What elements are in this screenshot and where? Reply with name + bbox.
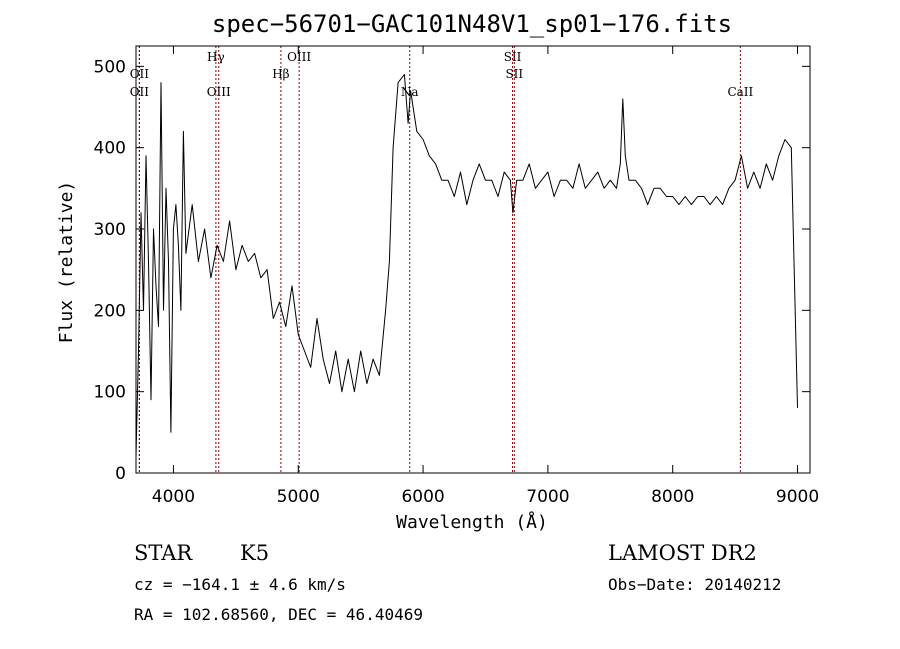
- x-tick-label-2: 6000: [401, 487, 444, 507]
- axes: 4000 5000 6000 7000 8000 9000 0 100 200 300 400 500: [94, 46, 819, 507]
- x-tick-label-5: 9000: [776, 487, 819, 507]
- chart-title: spec−56701−GAC101N48V1_sp01−176.fits: [212, 10, 732, 38]
- marker-label-1: OII: [130, 85, 150, 99]
- y-tick-label-2: 200: [94, 301, 126, 321]
- spectrum-line-0: [135, 74, 798, 457]
- y-axis-label: Flux (relative): [56, 181, 77, 344]
- y-tick-label-5: 500: [94, 57, 126, 77]
- y-tick-label-1: 100: [94, 383, 126, 403]
- marker-label-4: Hβ: [272, 67, 289, 81]
- marker-label-2: Hγ: [207, 50, 225, 64]
- object-class: STAR: [134, 541, 193, 565]
- y-tick-label-4: 400: [94, 139, 126, 159]
- marker-label-7: SII: [504, 50, 522, 64]
- y-tick-label-3: 300: [94, 220, 126, 240]
- redshift-value: cz = −164.1 ± 4.6 km/s: [134, 575, 346, 594]
- spectrum-info: STAR K5 LAMOST DR2 cz = −164.1 ± 4.6 km/…: [134, 541, 781, 624]
- x-axis-label: Wavelength (Å): [396, 511, 548, 533]
- plot-frame: [135, 45, 811, 474]
- spectrum-series: [135, 74, 798, 457]
- x-tick-label-3: 7000: [526, 487, 569, 507]
- object-subclass: K5: [240, 541, 269, 565]
- observation-date: Obs−Date: 20140212: [608, 575, 781, 594]
- ra-dec-coordinates: RA = 102.68560, DEC = 46.40469: [134, 605, 423, 624]
- y-tick-label-0: 0: [115, 464, 126, 484]
- marker-label-5: OIII: [287, 50, 311, 64]
- marker-label-9: CaII: [727, 85, 753, 99]
- x-tick-label-1: 5000: [277, 487, 320, 507]
- x-tick-label-0: 4000: [152, 487, 195, 507]
- marker-label-8: SII: [505, 67, 523, 81]
- marker-label-3: OIII: [207, 85, 231, 99]
- survey-name: LAMOST DR2: [608, 541, 757, 565]
- x-tick-label-4: 8000: [651, 487, 694, 507]
